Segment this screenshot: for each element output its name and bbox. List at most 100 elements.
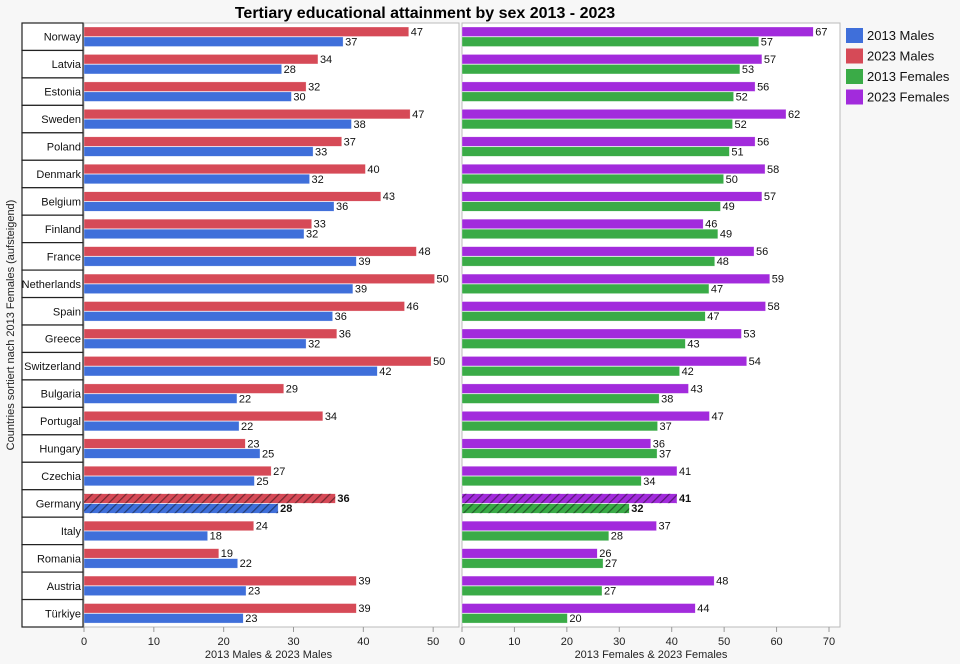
bar-2023-females[interactable] — [461, 81, 756, 92]
bar-2013-males[interactable] — [83, 283, 354, 294]
bar-2013-females[interactable] — [461, 64, 741, 75]
bar-2013-males[interactable] — [83, 146, 314, 157]
x-tick-label: 30 — [613, 636, 625, 648]
bar-2023-females[interactable] — [461, 438, 651, 449]
bar-2013-males[interactable] — [83, 36, 344, 47]
legend-label[interactable]: 2023 Males — [867, 49, 935, 64]
bar-2013-females[interactable] — [461, 146, 730, 157]
data-label: 37 — [345, 37, 357, 49]
bar-2013-females[interactable] — [461, 448, 658, 459]
bar-2013-females[interactable] — [461, 256, 715, 267]
bar-2013-females[interactable] — [461, 201, 721, 212]
bar-2023-males[interactable] — [83, 246, 417, 257]
data-label: 56 — [757, 136, 769, 148]
bar-2013-males[interactable] — [83, 421, 240, 432]
bar-2013-females[interactable] — [461, 421, 658, 432]
bar-2013-males[interactable] — [83, 476, 255, 487]
plot-panels: 0 10 20 30 40 50 2013 Males & 2023 Males 47 37 34… — [81, 22, 841, 661]
data-label: 27 — [273, 466, 285, 478]
bar-2023-males[interactable] — [83, 191, 382, 202]
bar-2013-females[interactable] — [461, 119, 733, 130]
bar-2013-females[interactable] — [461, 393, 660, 404]
bar-2013-females[interactable] — [461, 366, 680, 377]
bar-2013-females[interactable] — [461, 585, 603, 596]
bar-2013-females[interactable] — [461, 476, 642, 487]
category-label: Hungary — [39, 444, 81, 456]
legend-label[interactable]: 2013 Males — [867, 28, 935, 43]
bar-2023-males[interactable] — [83, 603, 357, 614]
bar-2023-males[interactable] — [83, 356, 432, 367]
bar-2023-females[interactable] — [461, 26, 814, 37]
bar-2013-females[interactable] — [461, 530, 610, 541]
bar-2013-males[interactable] — [83, 558, 238, 569]
bar-2023-males[interactable] — [83, 26, 409, 37]
bar-2023-males[interactable] — [83, 109, 411, 120]
bar-2023-females[interactable] — [461, 411, 710, 422]
bar-2013-males[interactable] — [83, 174, 310, 185]
bar-2023-males[interactable] — [83, 411, 324, 422]
bar-2023-males[interactable] — [83, 466, 272, 477]
bar-2013-males[interactable] — [83, 311, 333, 322]
bar-2023-males[interactable] — [83, 218, 312, 229]
bar-2023-males[interactable] — [83, 575, 357, 586]
bar-2013-males[interactable] — [83, 530, 208, 541]
bar-2023-males[interactable] — [83, 54, 319, 65]
bar-2023-males[interactable] — [83, 81, 307, 92]
bar-2013-males[interactable] — [83, 201, 335, 212]
data-label: 36 — [337, 493, 349, 505]
legend-label[interactable]: 2023 Females — [867, 90, 950, 105]
bar-2013-males[interactable] — [83, 119, 352, 130]
bar-2023-females[interactable] — [461, 218, 704, 229]
data-label: 37 — [660, 421, 672, 433]
bar-2023-males[interactable] — [83, 383, 284, 394]
bar-2023-females[interactable] — [461, 383, 689, 394]
bar-2013-males[interactable] — [83, 366, 378, 377]
bar-2023-males[interactable] — [83, 328, 338, 339]
bar-2023-females[interactable] — [461, 466, 678, 477]
bar-2013-females[interactable] — [461, 558, 604, 569]
bar-2023-females[interactable] — [461, 520, 657, 531]
bar-2023-females[interactable] — [461, 246, 755, 257]
data-label: 22 — [241, 421, 253, 433]
bar-2013-males[interactable] — [83, 585, 247, 596]
bar-2013-females[interactable] — [461, 311, 706, 322]
bar-2023-females[interactable] — [461, 301, 766, 312]
x-tick-label: 10 — [148, 636, 160, 648]
bar-2013-females[interactable] — [461, 91, 734, 102]
legend-label[interactable]: 2013 Females — [867, 69, 950, 84]
bar-2013-males[interactable] — [83, 91, 292, 102]
bar-2023-females[interactable] — [461, 136, 756, 147]
bar-2023-females[interactable] — [461, 273, 770, 284]
bar-2023-females[interactable] — [461, 164, 766, 175]
bar-2013-females[interactable] — [461, 228, 719, 239]
bar-2023-males[interactable] — [83, 136, 342, 147]
bar-2013-females[interactable] — [461, 174, 724, 185]
data-label: 28 — [284, 64, 296, 76]
bar-2023-females[interactable] — [461, 603, 696, 614]
bar-2023-females[interactable] — [461, 548, 598, 559]
bar-2013-females[interactable] — [461, 36, 759, 47]
bar-2013-males[interactable] — [83, 448, 261, 459]
bar-2023-males[interactable] — [83, 301, 405, 312]
bar-2023-females[interactable] — [461, 191, 763, 202]
category-box — [21, 187, 84, 216]
bar-2013-males[interactable] — [83, 64, 282, 75]
bar-2013-males[interactable] — [83, 393, 238, 404]
bar-2023-females[interactable] — [461, 328, 742, 339]
bar-2023-females[interactable] — [461, 54, 763, 65]
bar-2013-males[interactable] — [83, 338, 307, 349]
bar-2023-males[interactable] — [83, 548, 220, 559]
bar-2013-females[interactable] — [461, 283, 710, 294]
bar-2023-males[interactable] — [83, 273, 435, 284]
bar-2013-females[interactable] — [461, 613, 568, 624]
bar-2023-females[interactable] — [461, 356, 747, 367]
bar-2013-males[interactable] — [83, 228, 305, 239]
bar-2013-males[interactable] — [83, 613, 244, 624]
bar-2023-females[interactable] — [461, 109, 787, 120]
bar-2023-males[interactable] — [83, 520, 254, 531]
bar-2023-males[interactable] — [83, 438, 246, 449]
bar-2023-males[interactable] — [83, 164, 366, 175]
bar-2023-females[interactable] — [461, 575, 715, 586]
bar-2013-females[interactable] — [461, 338, 686, 349]
bar-2013-males[interactable] — [83, 256, 357, 267]
